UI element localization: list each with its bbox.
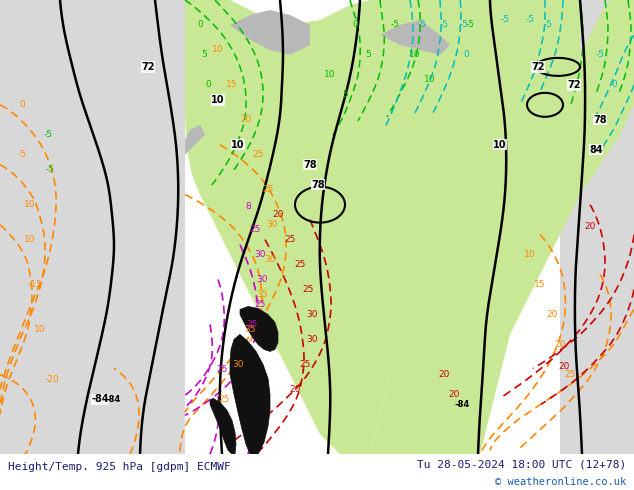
Text: 20: 20: [289, 385, 301, 394]
Polygon shape: [185, 0, 580, 454]
Polygon shape: [380, 20, 450, 55]
Text: 84: 84: [589, 145, 603, 155]
Text: 20: 20: [559, 362, 570, 371]
Text: -5: -5: [500, 16, 510, 24]
Text: 5: 5: [201, 50, 207, 59]
Text: 30: 30: [254, 250, 266, 259]
Text: -15: -15: [28, 280, 42, 289]
Text: -5: -5: [465, 21, 474, 29]
Text: 35: 35: [244, 325, 256, 334]
Text: 30: 30: [266, 220, 278, 229]
Text: 25: 25: [252, 150, 264, 159]
Text: -20: -20: [44, 375, 60, 384]
Text: 10: 10: [424, 75, 436, 84]
Text: -5: -5: [460, 21, 469, 29]
Text: © weatheronline.co.uk: © weatheronline.co.uk: [495, 477, 626, 487]
Polygon shape: [0, 0, 185, 454]
Text: 10: 10: [410, 50, 421, 59]
Text: 25: 25: [218, 395, 230, 404]
Text: 15: 15: [534, 280, 546, 289]
Text: -5: -5: [46, 165, 55, 174]
Text: 20: 20: [554, 340, 566, 349]
Text: 10: 10: [324, 71, 336, 79]
Text: 30: 30: [256, 275, 268, 284]
Text: 25: 25: [294, 260, 306, 269]
Text: -5: -5: [44, 130, 53, 139]
Text: 20: 20: [547, 310, 558, 319]
Text: 25: 25: [299, 360, 311, 369]
Text: 20: 20: [585, 222, 596, 231]
Polygon shape: [230, 10, 310, 55]
Text: 25: 25: [249, 225, 261, 234]
Text: 30: 30: [232, 360, 243, 369]
Text: 15: 15: [226, 80, 238, 89]
Text: 25: 25: [284, 235, 295, 244]
Text: 78: 78: [311, 180, 325, 190]
Text: Height/Temp. 925 hPa [gdpm] ECMWF: Height/Temp. 925 hPa [gdpm] ECMWF: [8, 462, 230, 472]
Text: -5: -5: [595, 50, 604, 59]
Text: 10: 10: [211, 95, 224, 105]
Text: -5: -5: [18, 150, 27, 159]
Text: 25: 25: [247, 320, 257, 329]
Polygon shape: [370, 0, 634, 454]
Text: 10: 10: [34, 325, 46, 334]
Text: 0: 0: [463, 50, 469, 59]
Text: 0: 0: [611, 80, 617, 89]
Text: 10: 10: [524, 250, 536, 259]
Text: 20: 20: [438, 370, 450, 379]
Text: 0: 0: [352, 21, 358, 29]
Text: 25: 25: [302, 285, 314, 294]
Text: 10: 10: [24, 200, 36, 209]
Polygon shape: [560, 0, 634, 454]
Text: 20: 20: [240, 115, 252, 124]
Text: 0: 0: [19, 100, 25, 109]
Text: 0: 0: [205, 80, 211, 89]
Text: 35: 35: [256, 290, 268, 299]
Text: 72: 72: [567, 80, 581, 90]
Text: 25: 25: [254, 300, 266, 309]
Text: 30: 30: [264, 255, 276, 264]
Text: -5: -5: [439, 21, 448, 29]
Text: 8: 8: [245, 202, 251, 211]
Text: 30: 30: [306, 310, 318, 319]
Text: 10: 10: [493, 140, 507, 150]
Text: 10: 10: [231, 140, 245, 150]
Text: -5: -5: [418, 21, 427, 29]
Text: -84: -84: [105, 395, 120, 404]
Text: 78: 78: [593, 115, 607, 125]
Text: 10: 10: [24, 235, 36, 244]
Text: -84: -84: [455, 400, 470, 409]
Text: 25: 25: [564, 370, 576, 379]
Text: -84: -84: [91, 394, 109, 404]
Text: 72: 72: [531, 62, 545, 72]
Text: 30: 30: [306, 335, 318, 344]
Text: 20: 20: [448, 390, 460, 399]
Text: 25: 25: [216, 365, 228, 374]
Text: 5: 5: [342, 90, 348, 99]
Text: -5: -5: [543, 21, 552, 29]
Polygon shape: [230, 335, 270, 454]
Polygon shape: [210, 398, 236, 454]
Text: 72: 72: [141, 62, 155, 72]
Text: -5: -5: [526, 16, 534, 24]
Text: Tu 28-05-2024 18:00 UTC (12+78): Tu 28-05-2024 18:00 UTC (12+78): [417, 459, 626, 469]
Text: 20: 20: [273, 210, 283, 219]
Text: 25: 25: [262, 185, 274, 194]
Text: 78: 78: [303, 160, 317, 170]
Text: -5: -5: [391, 21, 399, 29]
Text: 10: 10: [212, 46, 224, 54]
Text: 5: 5: [365, 50, 371, 59]
Text: 0: 0: [197, 21, 203, 29]
Polygon shape: [185, 125, 205, 155]
Polygon shape: [240, 306, 278, 351]
